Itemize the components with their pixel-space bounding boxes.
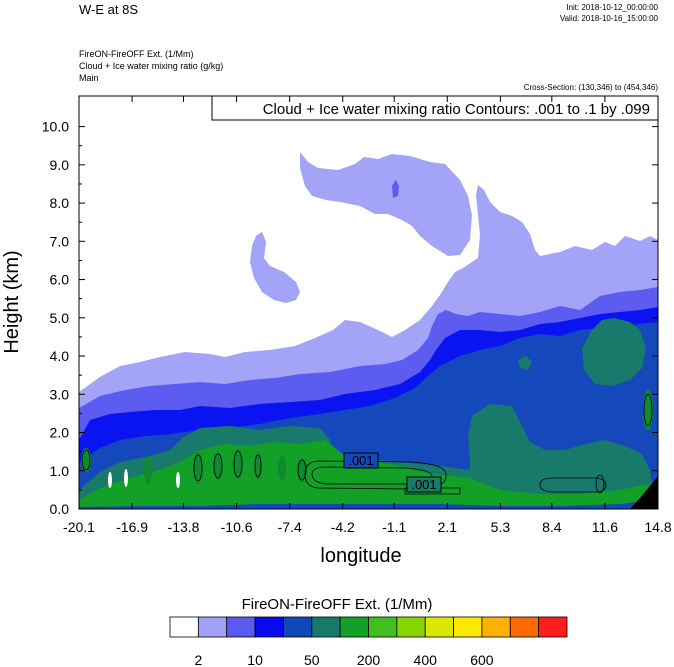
x-axis: -20.1 -16.9 -13.8 -10.6 -7.4 -4.2 -1.1 2.1 5.3 8.… [63,96,672,535]
y-tick-label: 0.0 [50,501,70,517]
colorbar-label: 400 [414,652,438,667]
contour-info-box [211,95,659,121]
colorbar-label: 50 [304,652,320,667]
y-tick-label: 3.0 [50,386,70,402]
y-tick-label: 8.0 [50,195,70,211]
colorbar-swatch [283,616,313,638]
y-tick-label: 6.0 [50,272,70,288]
x-tick-label: -10.6 [221,519,253,535]
x-tick-label: -13.8 [168,519,200,535]
y-tick-label: 4.0 [50,348,70,364]
colorbar-title: FireON-FireOFF Ext. (1/Mm) [241,596,433,613]
contour-info-text: Cloud + Ice water mixing ratio Contours:… [263,101,650,118]
colorbar-swatch [424,616,454,638]
subtitle-line: Main [79,73,99,83]
y-tick-label: 2.0 [50,425,70,441]
cross-section-label: Cross-Section: (130,346) to (454,346) [523,83,658,92]
y-axis-title: Height (km) [1,250,23,353]
cloud-ice-contours [81,393,653,495]
colorbar-swatch [169,616,199,638]
ext-band-5-cell [582,318,646,386]
plot-title: W-E at 8S [79,2,139,17]
x-tick-label: 2.1 [438,519,458,535]
colorbar-swatch [481,616,511,638]
y-tick-label: 1.0 [50,463,70,479]
subtitle-line: FireON-FireOFF Ext. (1/Mm) [79,49,194,59]
subtitle-line: Cloud + Ice water mixing ratio (g/kg) [79,61,224,71]
contour-label: .001 [411,477,436,492]
x-tick-label: 14.8 [644,519,671,535]
colorbar-swatch [453,616,483,638]
x-tick-label: -16.9 [116,519,148,535]
colorbar-swatch [368,616,398,638]
colorbar-swatch [339,616,369,638]
ext-white-gaps [108,469,180,488]
colorbar-swatch [226,616,256,638]
ext-band-1-wisp [250,232,300,303]
x-tick-label: -4.2 [331,519,355,535]
ext-band-6 [79,440,652,507]
ext-band-1-upper [300,152,472,256]
plot-area [79,96,658,509]
y-axis: 0.0 1.0 2.0 3.0 4.0 5.0 6.0 7.0 8.0 9.0 10.0 [42,119,658,517]
contour-label-box: .001 [343,452,379,469]
colorbar-swatch [538,616,568,638]
y-tick-label: 5.0 [50,310,70,326]
colorbar: 2 10 50 200 400 600 [169,616,568,667]
colorbar-label: 10 [247,652,263,667]
colorbar-label: 2 [194,652,202,667]
y-tick-label: 9.0 [50,157,70,173]
terrain [630,476,658,509]
x-tick-label: -20.1 [63,519,95,535]
x-axis-title: longitude [320,545,401,567]
contour-label: .001 [348,453,373,468]
valid-time: Valid: 2018-10-16_15:00:00 [559,14,658,23]
colorbar-swatch [509,616,540,638]
ext-band-2-blob [392,180,399,198]
init-time: Init: 2018-10-12_00:00:00 [566,3,658,12]
x-tick-label: 8.4 [542,519,562,535]
x-tick-label: -7.4 [278,519,302,535]
ext-band-5-patch [518,356,532,370]
x-tick-label: 11.6 [592,519,618,535]
contour-label-box: .001 [406,476,442,493]
colorbar-swatch [396,616,426,638]
y-tick-label: 10.0 [42,119,69,135]
colorbar-swatch [197,616,228,638]
x-tick-label: -1.1 [382,519,406,535]
colorbar-label: 200 [357,652,381,667]
y-tick-label: 7.0 [50,233,70,249]
x-tick-label: 5.3 [491,519,511,535]
colorbar-swatch [311,616,341,638]
colorbar-swatch [254,616,284,638]
colorbar-label: 600 [470,652,494,667]
